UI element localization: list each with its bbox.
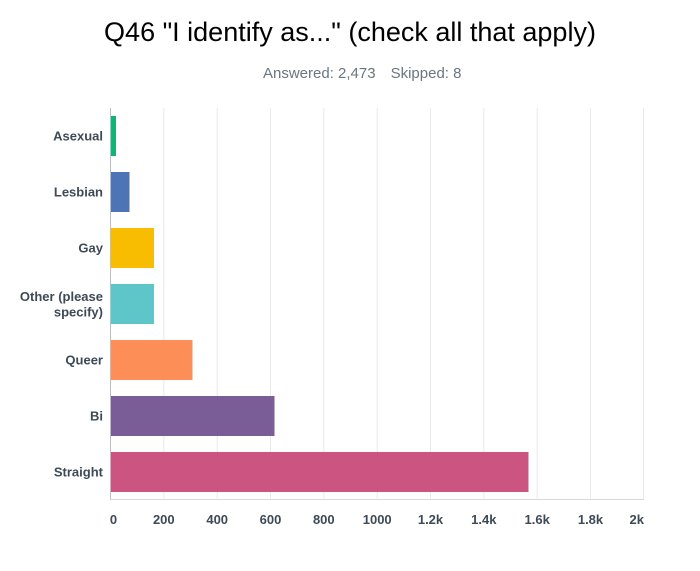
- svg-text:800: 800: [313, 512, 335, 527]
- svg-text:Asexual: Asexual: [53, 129, 103, 144]
- svg-text:200: 200: [153, 512, 175, 527]
- svg-text:Straight: Straight: [54, 465, 104, 480]
- svg-text:400: 400: [206, 512, 228, 527]
- svg-text:600: 600: [260, 512, 282, 527]
- svg-text:1000: 1000: [363, 512, 392, 527]
- svg-text:specify): specify): [54, 305, 103, 320]
- svg-text:1.2k: 1.2k: [418, 512, 444, 527]
- svg-text:Queer: Queer: [65, 353, 103, 368]
- svg-text:Gay: Gay: [78, 241, 103, 256]
- svg-text:0: 0: [110, 512, 117, 527]
- svg-text:Bi: Bi: [90, 409, 103, 424]
- svg-text:Other (please: Other (please: [20, 289, 103, 304]
- svg-text:1.6k: 1.6k: [525, 512, 551, 527]
- svg-text:1.4k: 1.4k: [471, 512, 497, 527]
- svg-text:Lesbian: Lesbian: [54, 185, 103, 200]
- svg-text:1.8k: 1.8k: [578, 512, 604, 527]
- svg-text:2k: 2k: [630, 512, 645, 527]
